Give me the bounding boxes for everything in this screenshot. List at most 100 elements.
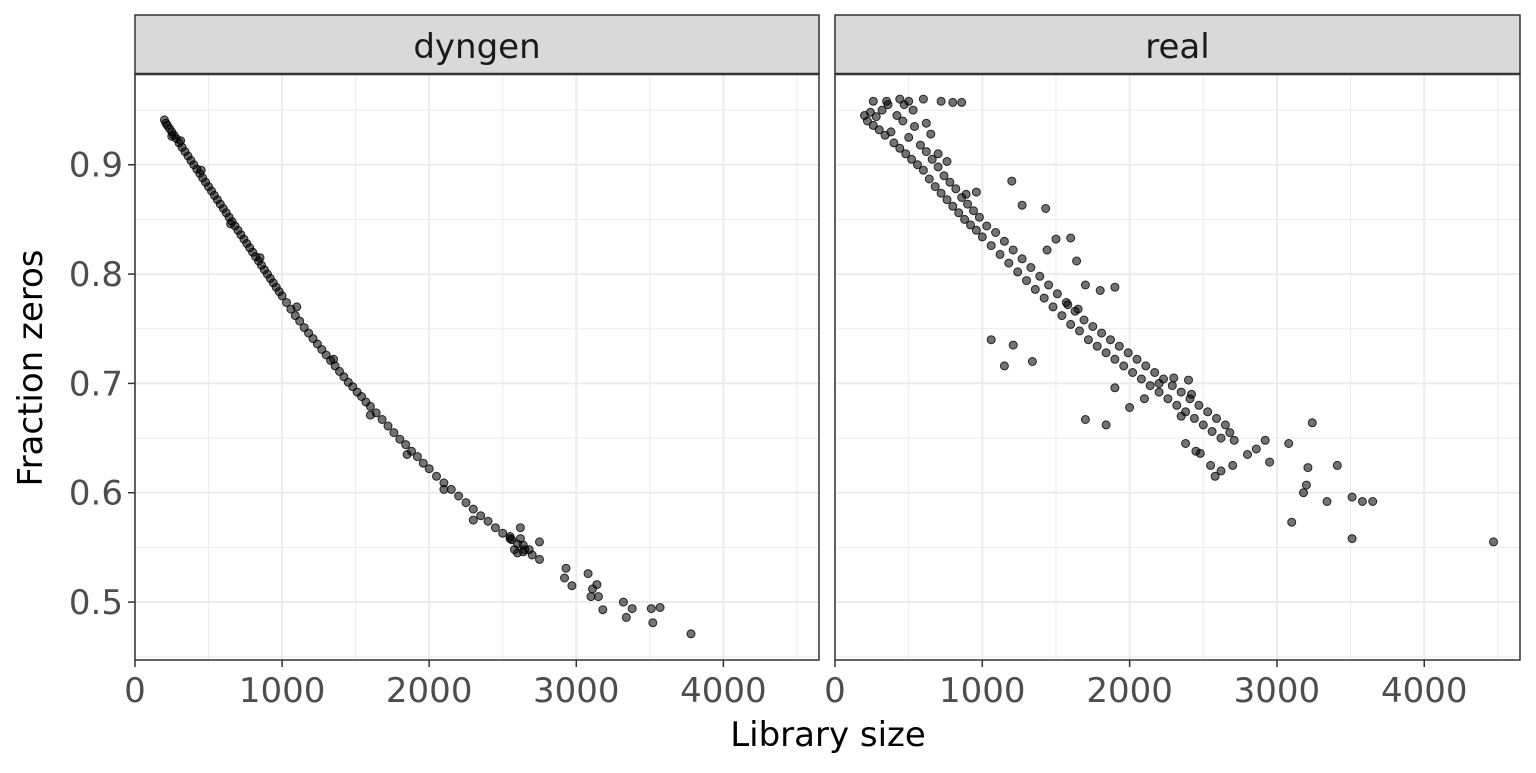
data-point [1243, 450, 1252, 459]
data-point [926, 129, 936, 139]
data-point [402, 450, 412, 459]
data-point [1301, 480, 1311, 490]
data-point [432, 471, 441, 481]
data-point [1194, 400, 1204, 410]
data-point [1017, 254, 1027, 264]
data-point [899, 100, 909, 110]
data-point [424, 464, 434, 474]
data-point [518, 547, 528, 557]
data-point [598, 605, 608, 615]
data-point [930, 182, 940, 192]
data-point [1035, 271, 1045, 281]
data-point [904, 132, 914, 142]
data-point [226, 219, 236, 229]
data-point [176, 136, 186, 146]
data-point [1216, 433, 1226, 443]
x-tick-label: 3000 [1234, 671, 1321, 711]
data-point [1176, 387, 1186, 397]
data-point [1030, 284, 1040, 294]
x-tick-label: 1000 [939, 671, 1026, 711]
data-point [295, 316, 305, 326]
data-point [1008, 245, 1018, 255]
data-point [1150, 368, 1160, 377]
data-point [1022, 276, 1031, 286]
data-point [948, 97, 958, 107]
data-point [1357, 497, 1367, 506]
data-point [971, 225, 981, 235]
facet-strip-label: dyngen [413, 27, 540, 67]
data-point [974, 212, 984, 222]
panel-real: real 0 1000 2000 3000 4000 [824, 14, 1521, 711]
data-point [1265, 457, 1275, 467]
data-point [1154, 378, 1164, 388]
data-point [966, 220, 975, 230]
data-point [921, 118, 931, 128]
data-point [1042, 245, 1052, 255]
facet-strip-label: real [1145, 27, 1209, 67]
panel-background [835, 74, 1520, 660]
data-point [961, 189, 971, 199]
data-point [627, 604, 637, 614]
data-point [954, 208, 964, 218]
data-point [1039, 293, 1049, 303]
data-point [1347, 492, 1357, 502]
data-point [490, 523, 500, 533]
data-point [1176, 411, 1186, 421]
data-point [621, 612, 631, 622]
data-point [1026, 263, 1036, 272]
data-point [592, 580, 602, 590]
y-tick-label: 0.9 [69, 146, 123, 186]
data-point [1092, 341, 1102, 351]
data-point [1228, 460, 1238, 470]
data-point [1195, 448, 1205, 458]
data-point [1128, 368, 1138, 377]
data-point [1048, 302, 1058, 312]
data-point [1169, 373, 1179, 383]
data-point [1072, 256, 1082, 266]
data-point [277, 291, 287, 301]
data-point [1110, 282, 1120, 292]
data-point [412, 452, 422, 462]
data-point [535, 554, 544, 564]
data-point [1145, 381, 1155, 391]
data-point [874, 125, 884, 135]
data-point [927, 154, 937, 164]
data-point [901, 149, 911, 159]
data-point [586, 592, 596, 602]
data-point [567, 581, 577, 591]
data-point [292, 302, 302, 312]
data-point [395, 434, 405, 444]
data-point [389, 428, 399, 438]
data-point [1251, 444, 1261, 454]
data-point [1206, 460, 1216, 470]
data-point [1299, 488, 1308, 498]
data-point [951, 184, 961, 194]
data-point [1489, 537, 1498, 547]
x-tick-label: 2000 [386, 671, 473, 711]
data-point [1041, 204, 1051, 213]
x-tick-label: 4000 [1381, 671, 1468, 711]
data-point [1136, 374, 1146, 384]
data-point [1106, 335, 1115, 345]
data-point [1088, 322, 1098, 331]
x-tick-label: 1000 [239, 671, 326, 711]
data-point [898, 116, 908, 126]
data-point [646, 604, 656, 614]
data-point [583, 569, 593, 579]
data-point [942, 157, 952, 166]
data-point [971, 187, 981, 197]
data-point [1004, 258, 1014, 268]
data-point [942, 195, 952, 205]
data-point [982, 221, 992, 231]
data-point [960, 214, 970, 224]
data-point [908, 105, 918, 115]
data-point [365, 410, 375, 420]
data-point [1307, 418, 1317, 428]
data-point [383, 421, 393, 431]
data-point [1052, 289, 1062, 299]
y-tick-label: 0.6 [69, 474, 123, 514]
data-point [468, 504, 478, 514]
data-point [686, 629, 696, 639]
data-point [1141, 361, 1151, 371]
